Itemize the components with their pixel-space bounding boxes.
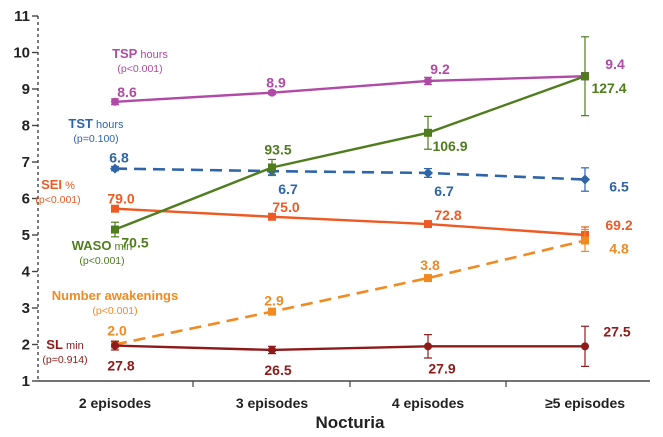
data-label: 27.9 (428, 360, 455, 376)
x-tick-label: ≥5 episodes (545, 395, 625, 411)
x-axis-title: Nocturia (316, 413, 386, 432)
data-point (268, 88, 276, 97)
series-waso (111, 36, 589, 238)
data-point (581, 236, 589, 245)
series-lines (110, 36, 590, 367)
data-point (424, 128, 432, 137)
series-pvalue-label: (p<0.001) (92, 305, 137, 317)
data-label: 8.9 (266, 75, 286, 91)
series-pvalue-label: (p=0.100) (73, 133, 118, 145)
data-point (111, 204, 119, 213)
series-pvalue-label: (p<0.001) (35, 194, 80, 206)
series-line-tsp (114, 75, 586, 103)
data-label: 6.7 (278, 181, 298, 197)
data-point (268, 212, 276, 221)
axes: 1 2 3 4 5 6 7 8 9 10 11 2 episodes 3 episodes 4 episo… (13, 8, 650, 411)
data-label: 106.9 (432, 138, 467, 154)
series-name: TST (68, 116, 93, 131)
data-label: 9.2 (430, 61, 450, 77)
y-tick-label: 8 (22, 118, 30, 135)
series-pvalue-label: (p<0.001) (79, 255, 124, 267)
series-unit: min (111, 241, 132, 253)
series-unit: % (62, 180, 75, 192)
series-unit: hours (93, 119, 124, 131)
data-label: 6.7 (434, 183, 454, 199)
data-point (424, 220, 432, 229)
series-sl (111, 325, 589, 367)
data-label: 127.4 (591, 80, 626, 96)
series-number-awakenings (111, 228, 589, 349)
data-label: 27.5 (603, 323, 630, 339)
data-label: 8.6 (117, 84, 137, 100)
series-name: WASO (72, 238, 112, 253)
data-point (268, 345, 276, 354)
series-sei (111, 204, 589, 244)
series-name: SL (46, 337, 63, 352)
data-point (423, 167, 433, 178)
series-name-label: Number awakenings (52, 288, 178, 303)
data-label: 9.4 (605, 56, 625, 72)
data-label: 2.0 (107, 323, 127, 339)
series-name-label: SL min (46, 337, 83, 352)
series-tsp (111, 71, 589, 106)
data-point (424, 76, 432, 85)
data-label: 79.0 (107, 191, 134, 207)
y-tick-label: 3 (22, 300, 30, 317)
data-label: 6.8 (109, 150, 129, 166)
data-label: 69.2 (605, 217, 632, 233)
x-tick-label: 2 episodes (79, 395, 152, 411)
x-tick-label: 4 episodes (392, 395, 465, 411)
y-tick-label: 2 (22, 337, 30, 354)
data-label: 2.9 (264, 293, 284, 309)
y-tick-label: 7 (22, 154, 30, 171)
data-label: 27.8 (107, 358, 134, 374)
series-pvalue-label: (p=0.914) (42, 354, 87, 366)
series-unit: hours (137, 49, 168, 61)
data-labels: 8.6 8.9 9.2 9.4 TSP hours (p<0.001) 6.8 6.7 6.7 6… (35, 46, 632, 378)
data-label: 75.0 (272, 199, 299, 215)
y-tick-label: 1 (22, 373, 30, 390)
data-point (111, 97, 119, 106)
data-point (581, 342, 589, 351)
series-line-tst (114, 167, 586, 181)
series-name-label: SEI % (41, 177, 75, 192)
data-label: 93.5 (264, 141, 291, 157)
y-tick-label: 5 (22, 227, 30, 244)
data-point (111, 341, 119, 350)
series-name: SEI (41, 177, 62, 192)
y-tick-label: 11 (14, 8, 30, 25)
y-tick-label: 4 (22, 264, 31, 281)
y-tick-label: 9 (22, 81, 30, 98)
data-point (580, 174, 590, 185)
data-point (268, 163, 276, 172)
series-line-sei (114, 207, 586, 237)
series-name: Number awakenings (52, 288, 178, 303)
series-pvalue-label: (p<0.001) (117, 63, 162, 75)
data-point (424, 342, 432, 351)
series-line-sl (114, 344, 585, 352)
series-line-number-awakenings (114, 239, 586, 346)
data-label: 3.8 (420, 257, 440, 273)
data-point (581, 72, 589, 81)
series-unit: min (63, 340, 84, 352)
data-label: 6.5 (609, 179, 629, 195)
data-label: 72.8 (434, 207, 461, 223)
data-label: 26.5 (264, 362, 291, 378)
data-point (111, 225, 119, 234)
data-point (110, 163, 120, 174)
y-tick-label: 10 (13, 45, 30, 62)
series-name-label: TSP hours (112, 46, 168, 61)
series-name-label: WASO min (72, 238, 133, 253)
series-name-label: TST hours (68, 116, 124, 131)
data-label: 70.5 (121, 235, 148, 251)
data-point (424, 274, 432, 283)
series-tst (110, 163, 590, 192)
data-label: 4.8 (609, 240, 629, 256)
x-tick-label: 3 episodes (236, 395, 309, 411)
y-tick-label: 6 (22, 191, 30, 208)
series-line-waso (114, 75, 586, 231)
data-point (268, 307, 276, 316)
series-name: TSP (112, 46, 138, 61)
